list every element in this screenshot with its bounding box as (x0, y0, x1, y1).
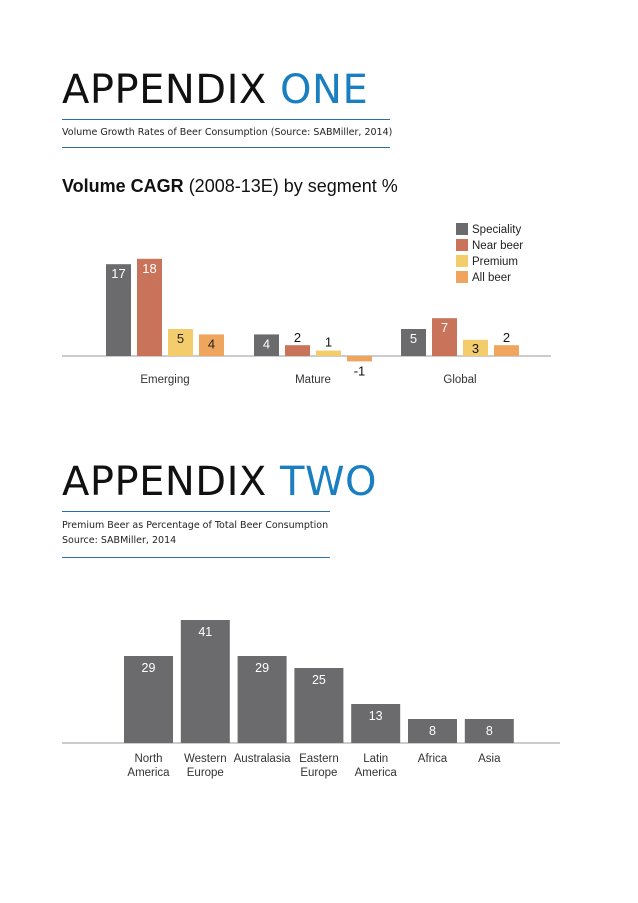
bar-global-all-beer (494, 345, 519, 356)
appendix-two-heading-main: APPENDIX (62, 459, 267, 505)
appendix-two-subtitle-line1: Premium Beer as Percentage of Total Beer… (62, 520, 329, 531)
bar-emerging-premium (168, 329, 193, 356)
appendix-one-bottom-rule (62, 147, 390, 148)
category-label-north-america-line2: America (127, 767, 170, 779)
category-label-eastern-europe-line2: Europe (300, 767, 337, 779)
value-label-emerging-all-beer: 4 (208, 336, 215, 351)
value-label-asia: 8 (486, 724, 493, 738)
legend-swatch-speciality (456, 223, 468, 235)
value-label-global-near-beer: 7 (441, 320, 448, 335)
value-label-western-europe: 41 (198, 625, 212, 639)
legend-label-speciality: Speciality (472, 224, 521, 236)
category-label-western-europe-line1: Western (184, 753, 227, 765)
bar-global-near-beer (432, 318, 457, 356)
bar-emerging-speciality (106, 264, 131, 356)
bar-western-europe (180, 620, 230, 743)
category-label-mature: Mature (295, 374, 331, 386)
value-label-global-all-beer: 2 (503, 330, 510, 345)
bar-mature-all-beer (347, 356, 372, 362)
bar-emerging-near-beer (137, 258, 162, 356)
legend-swatch-near-beer (456, 239, 468, 251)
category-label-australasia-line1: Australasia (234, 753, 291, 765)
bar-global-speciality (401, 329, 426, 356)
legend-label-premium: Premium (472, 256, 518, 268)
bar-latin-america (351, 704, 401, 743)
value-label-mature-near-beer: 2 (294, 330, 301, 345)
bar-africa (408, 719, 457, 743)
value-label-latin-america: 13 (369, 709, 383, 723)
value-label-eastern-europe: 25 (312, 673, 326, 687)
appendix-two-subtitle-line2: Source: SABMiller, 2014 (62, 535, 177, 546)
bar-north-america (124, 656, 173, 743)
bar-mature-premium (316, 350, 341, 356)
category-label-latin-america-line1: Latin (363, 753, 388, 765)
category-label-western-europe-line2: Europe (187, 767, 224, 779)
chart-one-title-bold: Volume CAGR (62, 176, 184, 196)
value-label-north-america: 29 (142, 661, 156, 675)
category-label-latin-america-line2: America (355, 767, 398, 779)
appendix-two-heading: APPENDIX TWO (62, 462, 377, 502)
value-label-australasia: 29 (255, 661, 269, 675)
category-label-emerging: Emerging (140, 374, 189, 386)
bar-australasia (237, 656, 287, 743)
legend-swatch-all-beer (456, 271, 468, 283)
chart-one-title-rest: (2008-13E) by segment % (183, 176, 398, 196)
bar-emerging-all-beer (199, 334, 224, 356)
category-label-eastern-europe-line1: Eastern (299, 753, 339, 765)
appendix-one-heading: APPENDIX ONE (62, 70, 368, 110)
value-label-emerging-speciality: 17 (111, 266, 125, 281)
legend-label-near-beer: Near beer (472, 240, 523, 252)
appendix-one-heading-main: APPENDIX (62, 67, 267, 113)
value-label-emerging-premium: 5 (177, 331, 184, 346)
bar-mature-near-beer (285, 345, 310, 356)
category-label-global: Global (443, 374, 476, 386)
appendix-two-heading-accent: TWO (280, 459, 377, 505)
bar-mature-speciality (254, 334, 279, 356)
value-label-mature-all-beer: -1 (354, 363, 366, 378)
appendix-one-top-rule (62, 119, 390, 120)
legend-swatch-premium (456, 255, 468, 267)
bar-global-premium (463, 339, 488, 356)
value-label-global-premium: 3 (472, 341, 479, 356)
value-label-africa: 8 (429, 724, 436, 738)
value-label-mature-premium: 1 (325, 335, 332, 350)
category-label-asia-line1: Asia (478, 753, 501, 765)
appendix-two-top-rule (62, 511, 330, 512)
legend-label-all-beer: All beer (472, 272, 511, 284)
value-label-global-speciality: 5 (410, 331, 417, 346)
appendix-one-subtitle: Volume Growth Rates of Beer Consumption … (62, 127, 393, 138)
category-label-north-america-line1: North (134, 753, 162, 765)
value-label-emerging-near-beer: 18 (142, 261, 156, 276)
bar-asia (464, 719, 514, 743)
bar-eastern-europe (294, 668, 344, 743)
value-label-mature-speciality: 4 (263, 336, 270, 351)
chart-one-title: Volume CAGR (2008-13E) by segment % (62, 176, 398, 197)
category-label-africa-line1: Africa (418, 753, 448, 765)
appendix-two-bottom-rule (62, 557, 330, 558)
appendix-one-heading-accent: ONE (280, 67, 369, 113)
